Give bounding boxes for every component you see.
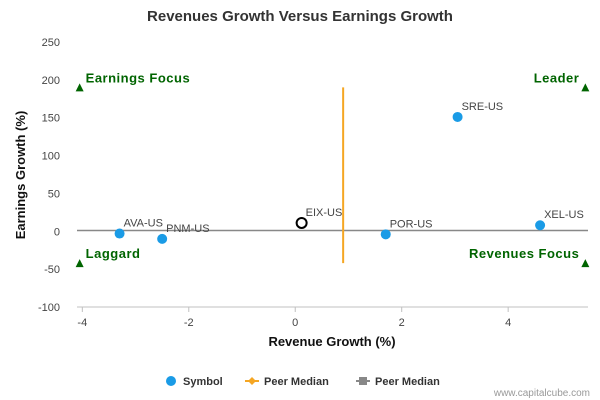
data-point xyxy=(114,228,125,239)
quadrant-label: Revenues Focus xyxy=(469,246,579,261)
quadrant-marker-icon xyxy=(581,83,590,92)
y-tick-label: 50 xyxy=(48,188,60,200)
x-tick-label: 2 xyxy=(399,317,405,329)
y-tick-label: 250 xyxy=(42,37,60,49)
data-point xyxy=(380,229,391,240)
data-point xyxy=(535,220,546,231)
quadrant-label: Leader xyxy=(534,70,580,85)
chart-title: Revenues Growth Versus Earnings Growth xyxy=(147,8,453,25)
quadrant-label: Laggard xyxy=(86,246,141,261)
legend-item: Symbol xyxy=(166,376,223,388)
legend-label: Peer Median xyxy=(375,376,440,388)
data-point-label: EIX-US xyxy=(306,207,343,219)
legend-label: Peer Median xyxy=(264,376,329,388)
x-tick-label: -2 xyxy=(184,317,194,329)
data-point-label: AVA-US xyxy=(124,218,163,230)
quadrant-label: Earnings Focus xyxy=(86,70,191,85)
plot-area: -100 -50 0 50 100 150 200 250 -4 -2 0 2 4 Earnings Fo… xyxy=(38,37,590,329)
legend-symbol-icon xyxy=(166,376,176,386)
x-tick-label: 4 xyxy=(505,317,511,329)
data-point-label: POR-US xyxy=(390,218,433,230)
y-tick-label: -50 xyxy=(44,264,60,276)
quadrant-marker-icon xyxy=(75,259,84,268)
legend-item: Peer Median xyxy=(245,376,329,388)
data-point xyxy=(157,233,168,244)
data-point xyxy=(452,111,463,122)
watermark: www.capitalcube.com xyxy=(493,388,590,399)
data-point-label: PNM-US xyxy=(166,223,209,235)
y-axis-label: Earnings Growth (%) xyxy=(13,111,28,240)
legend-item: Peer Median xyxy=(356,376,440,388)
data-point-label: XEL-US xyxy=(544,209,584,221)
x-tick-label: -4 xyxy=(77,317,87,329)
legend: Symbol Peer Median Peer Median xyxy=(166,376,440,388)
data-point-highlight xyxy=(295,216,308,229)
x-tick-label: 0 xyxy=(292,317,298,329)
legend-diamond-icon xyxy=(248,377,256,385)
data-point-label: SRE-US xyxy=(462,101,504,113)
y-tick-label: 150 xyxy=(42,113,60,125)
quadrant-marker-icon xyxy=(75,83,84,92)
x-axis-label: Revenue Growth (%) xyxy=(268,334,395,349)
quadrant-marker-icon xyxy=(581,259,590,268)
y-tick-label: 0 xyxy=(54,226,60,238)
y-tick-label: 100 xyxy=(42,151,60,163)
y-tick-label: -100 xyxy=(38,302,60,314)
y-tick-label: 200 xyxy=(42,75,60,87)
legend-label: Symbol xyxy=(183,376,223,388)
legend-square-icon xyxy=(359,377,367,385)
